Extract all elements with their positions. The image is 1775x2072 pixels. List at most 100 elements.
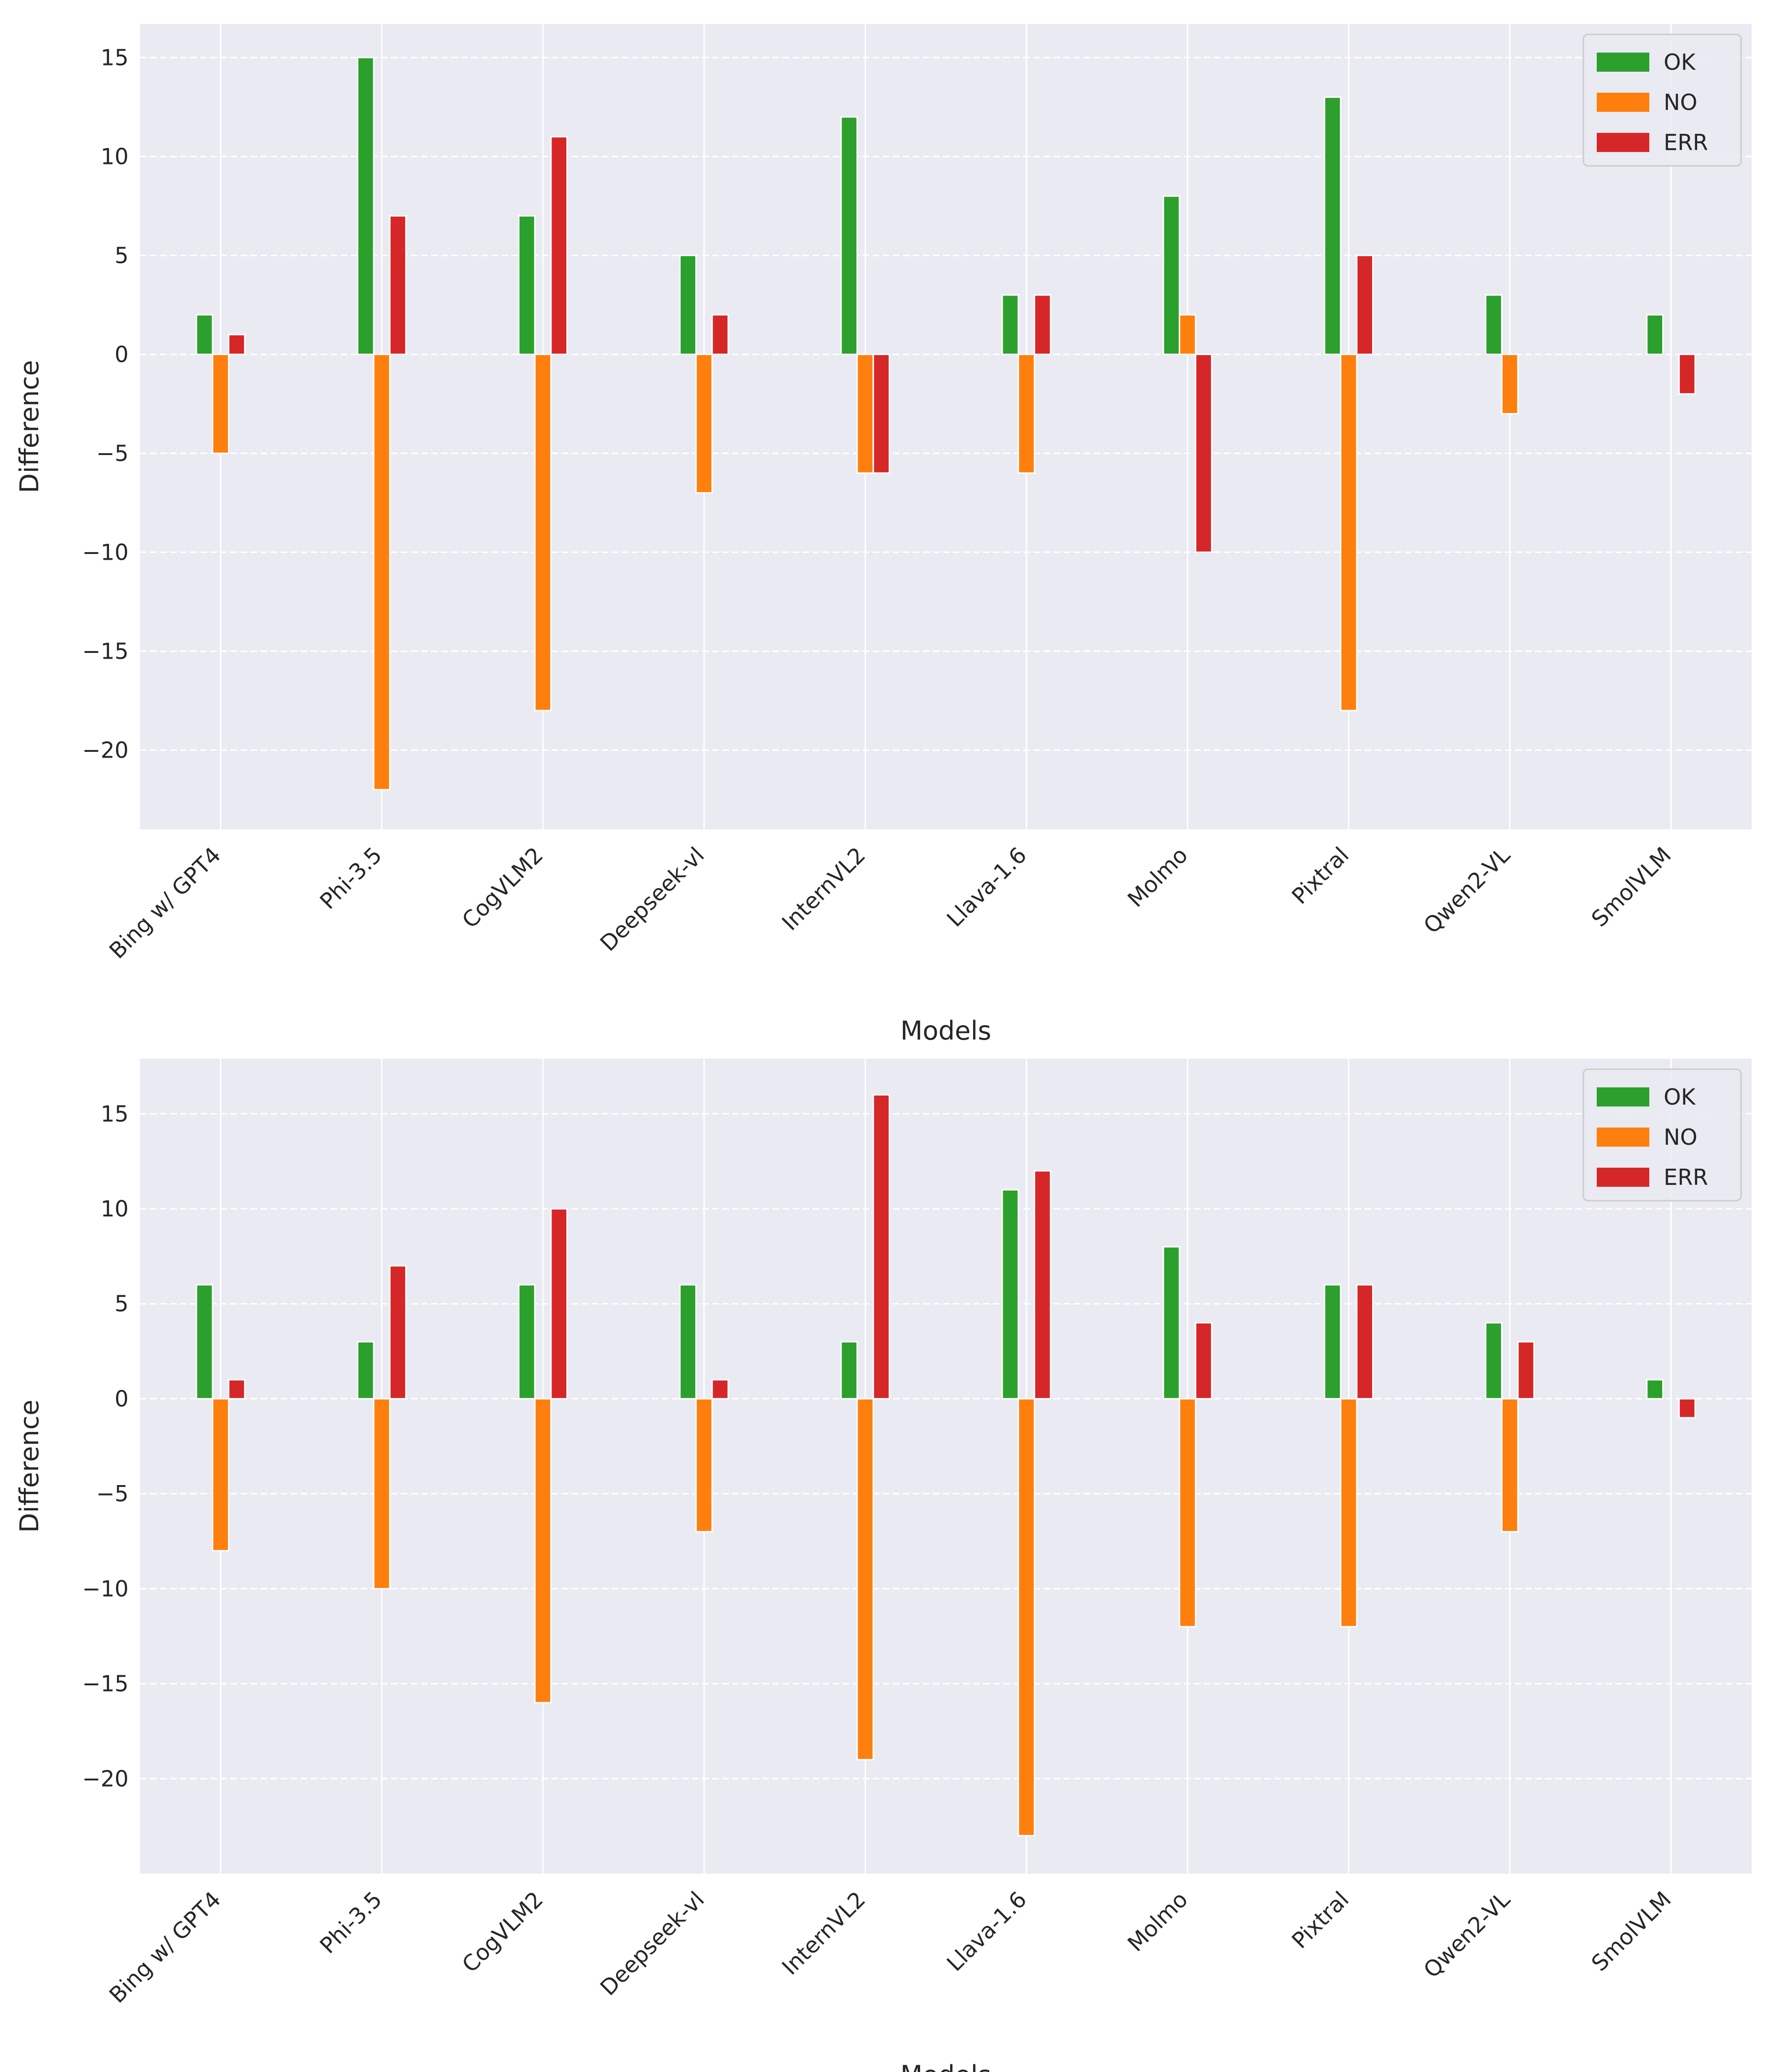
y-tick-label: −10 (82, 1576, 129, 1602)
x-tick-label: CogVLM2 (457, 1887, 548, 1978)
chart-panel-1: 15 10 5 0 −5 −10 −15 −20 Bing w/ GPT4 Phi-3.5 CogV… (14, 24, 1752, 1046)
y-tick-label: −15 (82, 638, 129, 664)
y-tick-label: −15 (82, 1671, 129, 1697)
x-tick-label: Bing w/ GPT4 (104, 1887, 226, 2008)
y-tick-label: 10 (100, 143, 129, 169)
bar-ok (1646, 314, 1664, 355)
bar-ok (1001, 1189, 1019, 1399)
bar-no (1017, 1398, 1035, 1837)
bar-no (1340, 1398, 1358, 1627)
legend-swatch-ok (1597, 53, 1649, 72)
legend-label: NO (1664, 1124, 1698, 1150)
bar-err (1195, 353, 1212, 553)
bar-ok (1001, 294, 1019, 355)
bar-ok (1323, 96, 1342, 355)
x-tick-label: Bing w/ GPT4 (104, 842, 226, 964)
x-tick-label: Phi-3.5 (315, 842, 387, 914)
bar-no (1017, 353, 1035, 474)
legend-swatch-no (1597, 1128, 1649, 1147)
bar-ok (679, 1284, 697, 1399)
bar-err (550, 136, 568, 355)
y-tick-label: 15 (100, 44, 129, 70)
bar-ok (1162, 1246, 1180, 1399)
legend-label: OK (1664, 49, 1696, 75)
y-tick-label: 15 (100, 1101, 129, 1127)
bar-ok (195, 314, 214, 355)
bar-ok (1162, 195, 1180, 355)
bar-no (695, 1398, 713, 1533)
x-tick-label: Molmo (1123, 842, 1193, 912)
bar-no (1501, 1398, 1519, 1533)
plot-background (140, 24, 1752, 829)
x-tick-label: Molmo (1123, 1887, 1193, 1957)
bar-no (695, 353, 713, 494)
bar-no (212, 353, 229, 454)
y-tick-label: 0 (115, 1386, 129, 1411)
legend-label: NO (1664, 89, 1698, 115)
bar-no (856, 1398, 874, 1761)
y-tick-label: −5 (96, 1481, 129, 1507)
legend-swatch-no (1597, 93, 1649, 112)
x-tick-label: Pixtral (1287, 1887, 1353, 1953)
y-tick-label: −5 (96, 440, 129, 466)
bar-ok (840, 1341, 858, 1399)
bar-ok (195, 1284, 214, 1399)
bar-err (1033, 1170, 1051, 1399)
bar-ok (1323, 1284, 1342, 1399)
x-tick-label: CogVLM2 (457, 842, 548, 933)
y-tick-label: −10 (82, 539, 129, 565)
bar-err (872, 1094, 890, 1399)
legend: OK NO ERR (1582, 1068, 1742, 1202)
bar-err (1356, 1284, 1374, 1399)
bar-err (1678, 1398, 1696, 1419)
x-tick-label: InternVL2 (777, 842, 870, 936)
bar-ok (357, 56, 375, 355)
x-axis-title: Models (900, 1016, 991, 1046)
bar-err (711, 314, 729, 355)
y-tick-label: −20 (82, 737, 129, 763)
chart-panel-2: 15 10 5 0 −5 −10 −15 −20 Bing w/ GPT4 Phi-3.5 CogV… (14, 1059, 1752, 2072)
x-tick-label: Qwen2-VL (1418, 842, 1515, 938)
legend: OK NO ERR (1582, 33, 1742, 167)
x-tick-label: SmolVLM (1586, 842, 1676, 932)
bar-err (1517, 1341, 1535, 1399)
x-tick-label: Qwen2-VL (1418, 1886, 1515, 1983)
bar-err (227, 1379, 246, 1399)
bar-err (711, 1379, 729, 1399)
bar-no (856, 353, 874, 474)
bar-err (227, 334, 246, 355)
x-tick-label: Llava-1.6 (942, 1887, 1031, 1976)
y-tick-label: 0 (115, 341, 129, 367)
bar-no (1501, 353, 1519, 415)
y-tick-label: 10 (100, 1196, 129, 1222)
x-tick-label: InternVL2 (777, 1887, 870, 1980)
bar-ok (357, 1341, 375, 1399)
bar-err (1195, 1322, 1212, 1399)
bar-ok (840, 116, 858, 355)
x-tick-label: Llava-1.6 (942, 842, 1031, 932)
legend-swatch-ok (1597, 1087, 1649, 1107)
bar-no (534, 353, 552, 712)
legend-label: ERR (1664, 1164, 1708, 1190)
legend-label: ERR (1664, 130, 1708, 155)
y-axis-title: Difference (14, 360, 44, 493)
bar-ok (518, 215, 536, 355)
bar-no (1179, 1398, 1197, 1627)
legend-swatch-err (1597, 133, 1649, 152)
y-tick-label: 5 (115, 1291, 129, 1317)
x-tick-label: SmolVLM (1586, 1887, 1676, 1976)
bar-no (212, 1398, 229, 1551)
bar-err (1678, 353, 1696, 395)
bar-err (550, 1208, 568, 1399)
y-tick-label: 5 (115, 242, 129, 268)
legend-label: OK (1664, 1084, 1696, 1110)
bar-no (373, 353, 391, 791)
bar-ok (1485, 294, 1503, 355)
bar-no (1340, 353, 1358, 712)
bar-no (534, 1398, 552, 1703)
bar-no (373, 1398, 391, 1590)
y-tick-label: −20 (82, 1766, 129, 1791)
x-tick-label: Deepseek-vl (595, 842, 709, 956)
bar-err (1033, 294, 1051, 355)
